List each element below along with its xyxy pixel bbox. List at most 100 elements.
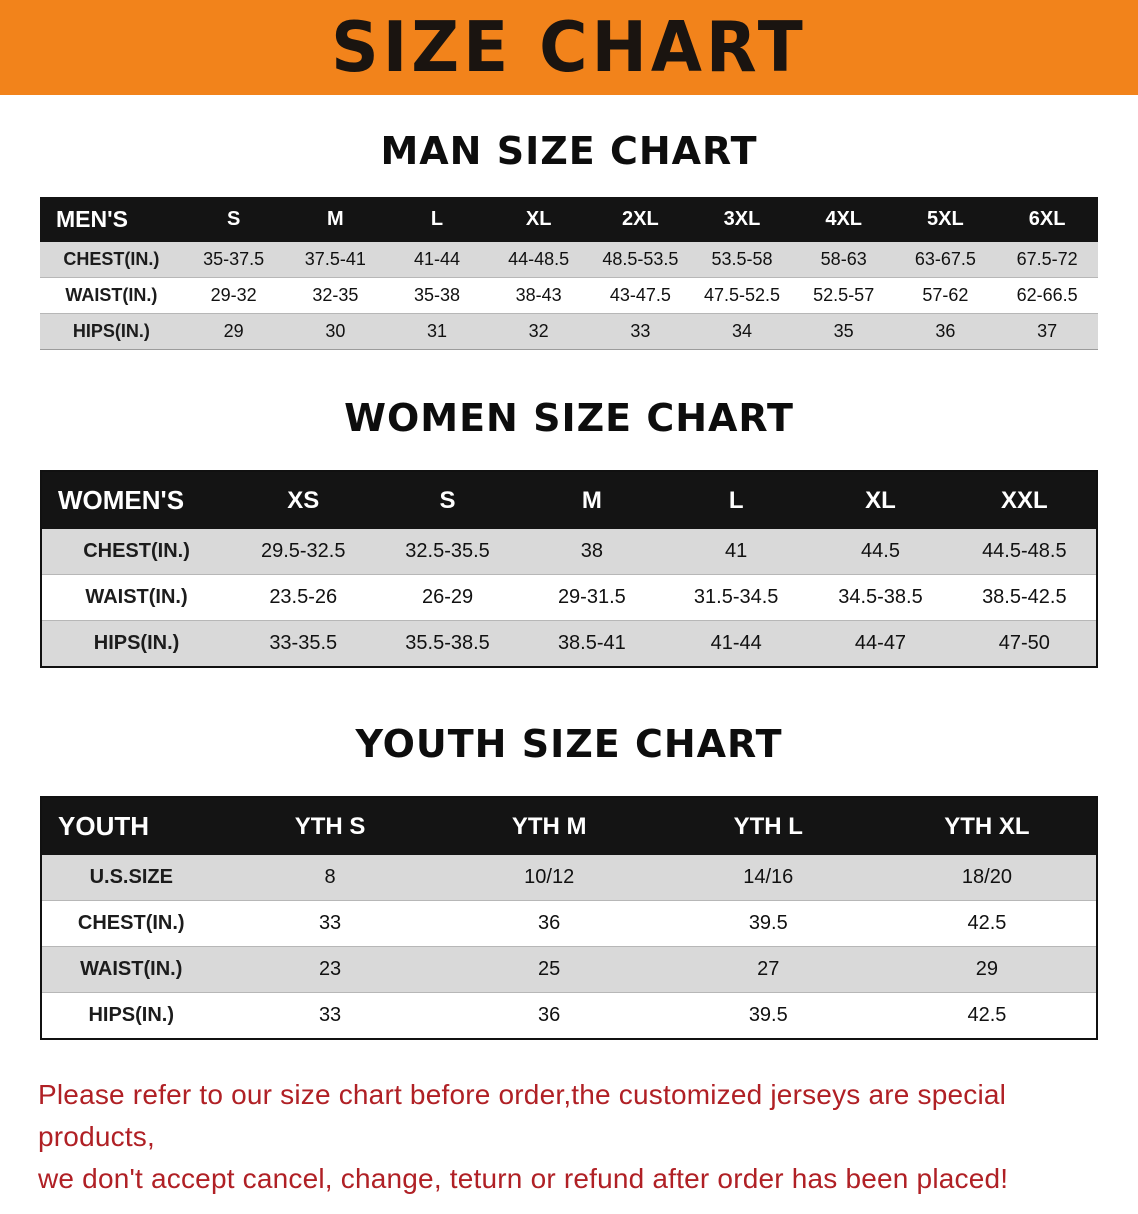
youth-size-table: YOUTH YTH S YTH M YTH L YTH XL U.S.SIZE 8 10/12… — [40, 796, 1098, 1040]
size-value-cell: 29 — [182, 313, 285, 350]
table-row: WAIST(IN.) 23 25 27 29 — [41, 946, 1097, 993]
size-value-cell: 52.5-57 — [792, 277, 895, 314]
youth-table-container: YOUTH YTH S YTH M YTH L YTH XL U.S.SIZE 8 10/12… — [0, 796, 1138, 1040]
table-row: CHEST(IN.) 29.5-32.5 32.5-35.5 38 41 44.5 44.5… — [41, 529, 1097, 575]
size-value-cell: 35-37.5 — [203, 249, 265, 269]
size-value-cell: 38.5-41 — [519, 620, 665, 667]
table-row: WAIST(IN.) 23.5-26 26-29 29-31.5 31.5-34.5 34… — [41, 574, 1097, 621]
size-value-cell: 41-44 — [664, 620, 809, 667]
size-value-cell: 33-35.5 — [231, 620, 376, 667]
table-row: WAIST(IN.) 29-32 32-35 35-38 38-43 43-47.5 47.… — [40, 277, 1098, 314]
size-value-cell: 48.5-53.5 — [602, 249, 679, 269]
table-header-row: MEN'S S M L XL 2XL 3XL 4XL 5XL 6XL — [40, 197, 1098, 242]
size-column-header: YTH XL — [877, 797, 1097, 855]
size-value-cell: 42.5 — [877, 900, 1097, 947]
size-column-header: XS — [231, 471, 376, 529]
size-value-cell: 47-50 — [952, 620, 1097, 667]
size-column-header: M — [519, 471, 665, 529]
table-row: HIPS(IN.) 29 30 31 32 33 34 35 36 37 — [40, 313, 1098, 350]
size-value-cell: 32.5-35.5 — [405, 540, 490, 562]
table-row: HIPS(IN.) 33 36 39.5 42.5 — [41, 992, 1097, 1039]
measurement-label: U.S.SIZE — [89, 866, 173, 888]
size-value-cell: 36 — [439, 900, 659, 947]
table-title-cell: WOMEN'S — [41, 471, 232, 529]
size-value-cell: 30 — [284, 313, 387, 350]
size-value-cell: 41 — [725, 540, 748, 562]
size-column-header: XXL — [952, 471, 1097, 529]
size-column-header: 3XL — [691, 197, 793, 242]
size-value-cell: 36 — [894, 313, 997, 350]
page-title: SIZE CHART — [331, 7, 807, 88]
table-row: HIPS(IN.) 33-35.5 35.5-38.5 38.5-41 41-44 44-… — [41, 620, 1097, 667]
table-row: U.S.SIZE 8 10/12 14/16 18/20 — [41, 855, 1097, 901]
size-value-cell: 29.5-32.5 — [260, 540, 346, 562]
measurement-label: HIPS(IN.) — [40, 313, 183, 350]
size-value-cell: 35 — [792, 313, 895, 350]
size-value-cell: 29 — [877, 946, 1097, 993]
size-value-cell: 44-48.5 — [508, 249, 570, 269]
size-column-header: S — [182, 197, 285, 242]
men-section-heading: MAN SIZE CHART — [380, 129, 758, 173]
measurement-label: CHEST(IN.) — [41, 900, 221, 947]
banner: SIZE CHART — [0, 0, 1138, 95]
size-value-cell: 27 — [658, 946, 878, 993]
notice-line-2: we don't accept cancel, change, teturn o… — [38, 1163, 1009, 1194]
size-column-header: 5XL — [894, 197, 997, 242]
notice-line-1: Please refer to our size chart before or… — [38, 1079, 1007, 1152]
size-value-cell: 29-32 — [182, 277, 285, 314]
size-column-header: 4XL — [792, 197, 895, 242]
table-row: CHEST(IN.) 33 36 39.5 42.5 — [41, 900, 1097, 947]
section-women-size-chart: WOMEN SIZE CHART WOMEN'S XS S M L XL XXL CHEST(… — [0, 396, 1138, 668]
mens-table-container: MEN'S S M L XL 2XL 3XL 4XL 5XL 6XL CHEST(IN.) 35-37… — [0, 197, 1138, 350]
size-value-cell: 62-66.5 — [996, 277, 1098, 314]
footer-notice: Please refer to our size chart before or… — [0, 1074, 1138, 1214]
measurement-label: WAIST(IN.) — [40, 277, 183, 314]
size-value-cell: 39.5 — [658, 900, 878, 947]
size-value-cell: 34 — [691, 313, 793, 350]
measurement-label: WAIST(IN.) — [41, 946, 221, 993]
size-value-cell: 33 — [220, 900, 440, 947]
size-value-cell: 32 — [487, 313, 590, 350]
size-column-header: 2XL — [589, 197, 692, 242]
size-value-cell: 31.5-34.5 — [664, 574, 809, 621]
size-value-cell: 63-67.5 — [914, 249, 976, 269]
size-value-cell: 8 — [324, 866, 336, 888]
section-men-size-chart: MAN SIZE CHART MEN'S S M L XL 2XL 3XL 4XL 5XL 6XL… — [0, 129, 1138, 350]
size-column-header: YTH L — [658, 797, 878, 855]
size-value-cell: 38 — [580, 540, 603, 562]
size-column-header: YTH M — [439, 797, 659, 855]
size-value-cell: 44.5-48.5 — [982, 540, 1067, 562]
size-value-cell: 44-47 — [808, 620, 953, 667]
table-row: CHEST(IN.) 35-37.5 37.5-41 41-44 44-48.5 48.5… — [40, 242, 1098, 278]
size-value-cell: 57-62 — [894, 277, 997, 314]
table-title-cell: MEN'S — [40, 197, 183, 242]
size-value-cell: 33 — [220, 992, 440, 1039]
measurement-label: HIPS(IN.) — [41, 992, 221, 1039]
women-section-heading: WOMEN SIZE CHART — [344, 396, 794, 440]
size-column-header: XL — [487, 197, 590, 242]
size-value-cell: 36 — [439, 992, 659, 1039]
size-column-header: XL — [808, 471, 953, 529]
size-value-cell: 41-44 — [413, 249, 461, 269]
size-value-cell: 33 — [589, 313, 692, 350]
mens-size-table: MEN'S S M L XL 2XL 3XL 4XL 5XL 6XL CHEST(IN.) 35-37… — [40, 197, 1098, 350]
size-value-cell: 34.5-38.5 — [808, 574, 953, 621]
size-value-cell: 35.5-38.5 — [375, 620, 520, 667]
size-value-cell: 43-47.5 — [589, 277, 692, 314]
size-value-cell: 35-38 — [386, 277, 488, 314]
size-value-cell: 29-31.5 — [519, 574, 665, 621]
size-column-header: L — [664, 471, 809, 529]
youth-section-heading: YOUTH SIZE CHART — [355, 722, 783, 766]
size-column-header: YTH S — [220, 797, 440, 855]
size-value-cell: 67.5-72 — [1016, 249, 1078, 269]
measurement-label: CHEST(IN.) — [63, 249, 160, 269]
size-column-header: L — [386, 197, 488, 242]
table-title-cell: YOUTH — [41, 797, 221, 855]
table-header-row: WOMEN'S XS S M L XL XXL — [41, 471, 1097, 529]
size-column-header: 6XL — [996, 197, 1098, 242]
womens-size-table: WOMEN'S XS S M L XL XXL CHEST(IN.) 29.5-32.5 32.5… — [40, 470, 1098, 668]
size-value-cell: 58-63 — [820, 249, 867, 269]
section-youth-size-chart: YOUTH SIZE CHART YOUTH YTH S YTH M YTH L YTH… — [0, 722, 1138, 1040]
size-value-cell: 32-35 — [284, 277, 387, 314]
